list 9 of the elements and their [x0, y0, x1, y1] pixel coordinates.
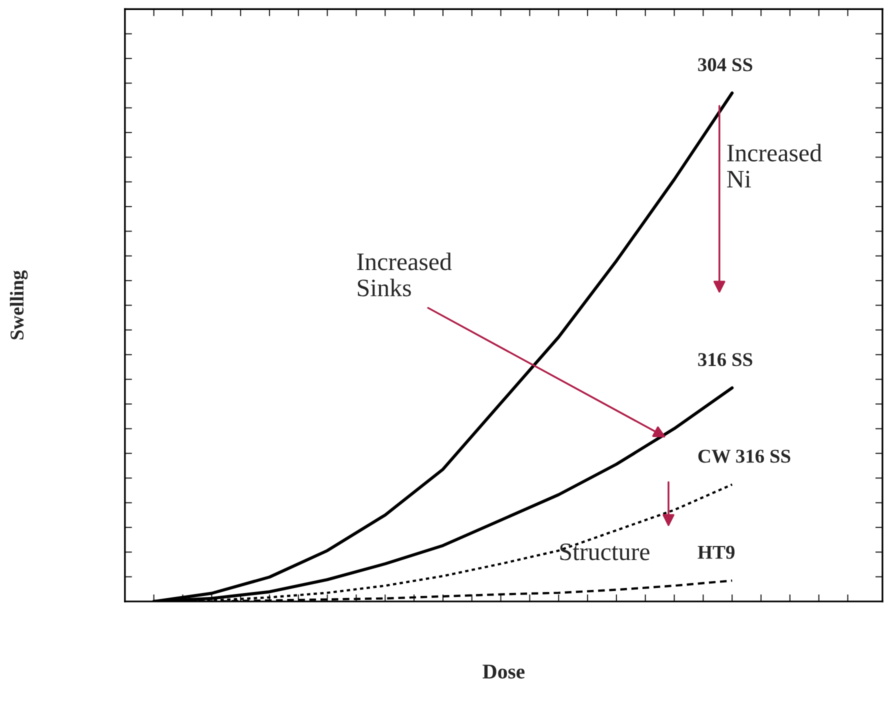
y-axis-title: Swelling — [10, 270, 28, 340]
series-label: 304 SS — [698, 58, 752, 72]
series-label: 316 SS — [698, 353, 752, 366]
annotation: Increased Ni — [727, 144, 822, 188]
series-label: HT9 — [698, 546, 735, 559]
annotation: Increased Sinks — [357, 252, 452, 296]
annotation: Structure — [560, 543, 650, 560]
x-axis-title: Dose — [482, 664, 525, 679]
series-label: CW 316 SS — [698, 450, 790, 463]
